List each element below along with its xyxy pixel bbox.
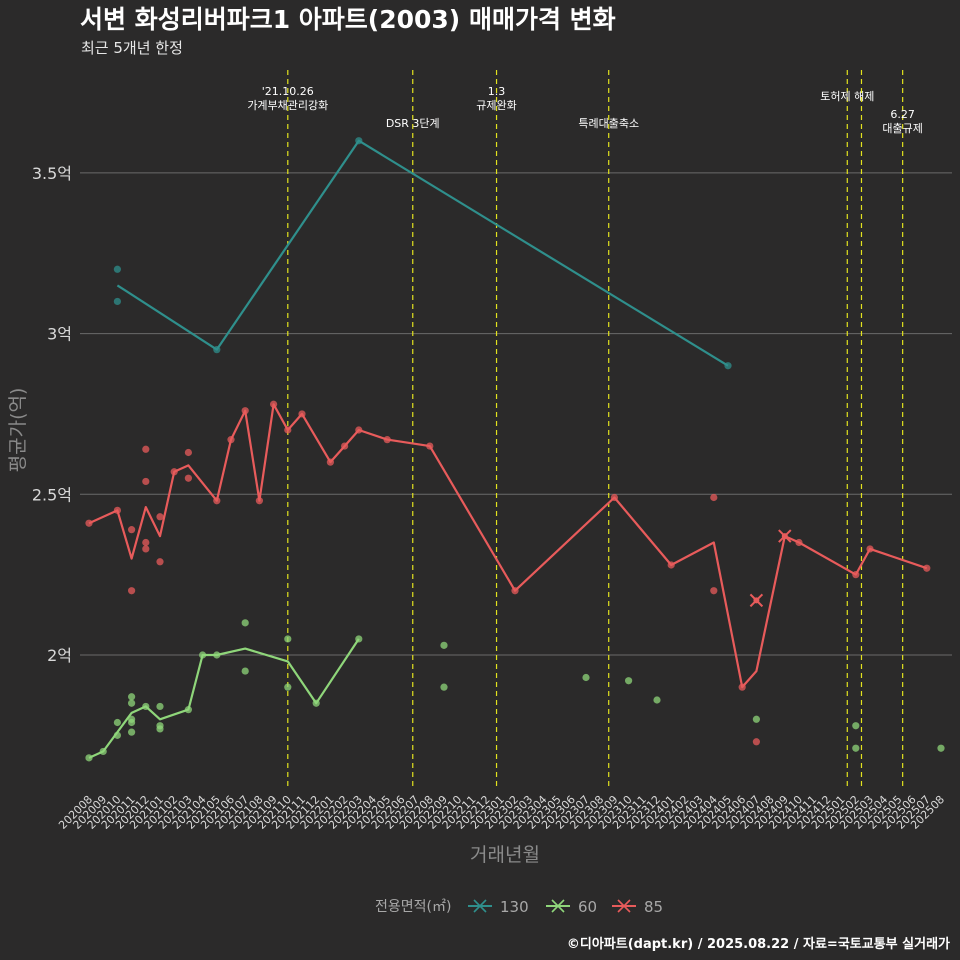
data-point: [142, 477, 150, 486]
data-point: [440, 683, 448, 691]
event-label: 규제완화: [476, 99, 516, 112]
legend-label: 130: [500, 898, 529, 916]
legend-marker: [617, 899, 631, 913]
chart-subtitle: 최근 5개년 한정: [81, 39, 183, 57]
data-point: [142, 445, 150, 453]
data-point: [128, 718, 136, 727]
data-point: [156, 725, 164, 733]
data-point: [653, 696, 661, 704]
data-point: [241, 667, 249, 675]
data-point: [241, 619, 249, 627]
chart-title: 서변 화성리버파크1 아파트(2003) 매매가격 변화: [80, 5, 616, 34]
event-label: '21.10.26: [262, 85, 314, 98]
data-point: [937, 744, 945, 752]
data-point: [156, 513, 164, 521]
data-point: [184, 448, 192, 457]
data-point: [284, 683, 292, 691]
legend-item-130: 130: [468, 898, 529, 916]
event-label: 가계부채관리강화: [247, 99, 328, 112]
data-point: [142, 545, 150, 553]
data-point: [128, 693, 136, 701]
y-tick-label: 3.5억: [32, 164, 72, 183]
event-label: 특례대출축소: [578, 117, 639, 130]
data-point: [582, 673, 590, 682]
data-point: [710, 587, 718, 595]
chart-caption: ©디아파트(dapt.kr) / 2025.08.22 / 자료=국토교통부 실…: [567, 936, 950, 952]
data-point: [142, 538, 150, 547]
data-point: [781, 533, 788, 540]
data-point: [184, 474, 192, 482]
x-axis-ticks: 2020082020092020102020112020122021012021…: [56, 793, 947, 832]
legend-item-85: 85: [612, 898, 663, 916]
data-point: [128, 587, 136, 595]
event-label: 6.27: [890, 108, 915, 121]
legend-title: 전용면적(㎡): [375, 899, 451, 915]
series-layer: [85, 137, 945, 762]
series-60: [85, 619, 945, 762]
legend-item-60: 60: [546, 898, 597, 916]
data-point: [284, 635, 292, 643]
event-label: DSR 3단계: [386, 117, 440, 130]
data-point: [852, 744, 860, 752]
data-point: [753, 597, 760, 604]
y-tick-label: 2.5억: [32, 485, 72, 504]
x-axis-title: 거래년월: [470, 844, 540, 866]
data-point: [128, 526, 136, 534]
event-label: 1.3: [488, 85, 506, 98]
gridlines: [80, 172, 952, 656]
data-point: [440, 641, 448, 649]
data-point: [113, 297, 121, 306]
legend-label: 60: [578, 898, 597, 916]
data-point: [852, 722, 860, 730]
legend-label: 85: [644, 898, 663, 916]
y-axis-title: 평균가(억): [7, 388, 29, 473]
series-85: [85, 400, 931, 746]
y-tick-label: 2억: [47, 646, 72, 665]
legend: 전용면적(㎡) 130 60 85: [375, 898, 663, 916]
data-point: [156, 702, 164, 711]
data-point: [113, 265, 121, 273]
data-point: [923, 564, 931, 572]
legend-marker: [473, 899, 487, 913]
data-point: [710, 493, 718, 502]
data-point: [752, 738, 761, 746]
series-line: [88, 403, 928, 689]
data-point: [128, 728, 136, 736]
data-point: [128, 699, 136, 707]
event-label: 대출규제: [882, 122, 922, 135]
y-axis-ticks: 2억 2.5억 3억 3.5억: [32, 164, 72, 665]
series-line: [116, 139, 729, 367]
series-line: [88, 638, 360, 759]
data-point: [625, 677, 633, 685]
y-tick-label: 3억: [47, 325, 72, 344]
data-point: [752, 715, 761, 723]
event-label: 토허제 해제: [820, 89, 874, 103]
series-130: [113, 137, 732, 370]
legend-marker: [551, 899, 565, 913]
data-point: [113, 718, 121, 727]
data-point: [156, 558, 164, 566]
